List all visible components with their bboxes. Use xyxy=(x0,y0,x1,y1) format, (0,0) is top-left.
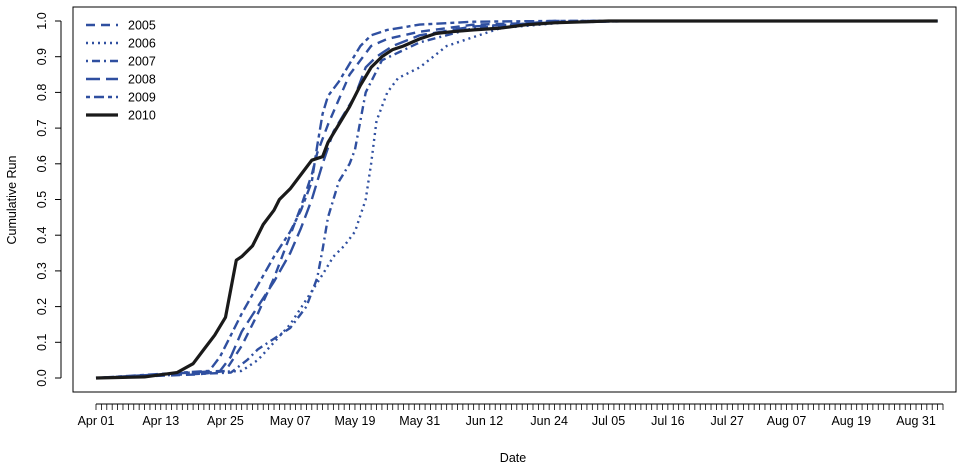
y-tick-label: 0.1 xyxy=(35,334,49,351)
plot-frame xyxy=(72,6,957,393)
series-lines xyxy=(95,19,938,380)
x-tick-label: Jun 24 xyxy=(530,414,568,428)
y-tick-label: 0.4 xyxy=(35,226,49,243)
y-tick-label: 0.5 xyxy=(35,191,49,208)
y-tick-label: 0.6 xyxy=(35,155,49,172)
x-tick-label: Jun 12 xyxy=(466,414,504,428)
series-line-2009 xyxy=(95,19,938,380)
x-tick-label: Jul 27 xyxy=(711,414,744,428)
legend: 2005 2006 2007 2008 2009 2010 xyxy=(86,19,156,123)
legend-label-2010: 2010 xyxy=(128,109,156,123)
x-tick-label: May 07 xyxy=(270,414,311,428)
legend-label-2009: 2009 xyxy=(128,91,156,105)
y-tick-label: 0.3 xyxy=(35,262,49,279)
y-tick-label: 1.0 xyxy=(35,12,49,29)
x-tick-label: Jul 05 xyxy=(592,414,625,428)
x-tick-label: Apr 01 xyxy=(78,414,115,428)
series-line-2006 xyxy=(95,19,938,380)
x-tick-label: Aug 07 xyxy=(767,414,807,428)
y-tick-label: 0.0 xyxy=(35,369,49,386)
x-axis-label: Date xyxy=(500,451,526,465)
x-tick-label: May 19 xyxy=(334,414,375,428)
y-tick-label: 0.8 xyxy=(35,84,49,101)
x-tick-label: Apr 13 xyxy=(142,414,179,428)
axes: 0.0 0.1 0.2 0.3 0.4 0.5 0.6 0.7 0.8 0.9 1.0 Apr 01 A… xyxy=(35,6,957,428)
y-tick-label: 0.7 xyxy=(35,119,49,136)
x-tick-label: May 31 xyxy=(399,414,440,428)
legend-label-2008: 2008 xyxy=(128,73,156,87)
series-line-2005 xyxy=(95,19,938,380)
x-tick-label: Jul 16 xyxy=(651,414,684,428)
legend-label-2007: 2007 xyxy=(128,55,156,69)
y-tick-label: 0.2 xyxy=(35,298,49,315)
y-axis-label: Cumulative Run xyxy=(5,155,19,244)
x-tick-label: Aug 19 xyxy=(831,414,871,428)
x-tick-label: Apr 25 xyxy=(207,414,244,428)
legend-label-2006: 2006 xyxy=(128,37,156,51)
y-tick-label: 0.9 xyxy=(35,48,49,65)
x-tick-label: Aug 31 xyxy=(896,414,936,428)
legend-label-2005: 2005 xyxy=(128,19,156,33)
series-line-2007 xyxy=(95,19,938,380)
series-line-2010 xyxy=(95,19,938,380)
